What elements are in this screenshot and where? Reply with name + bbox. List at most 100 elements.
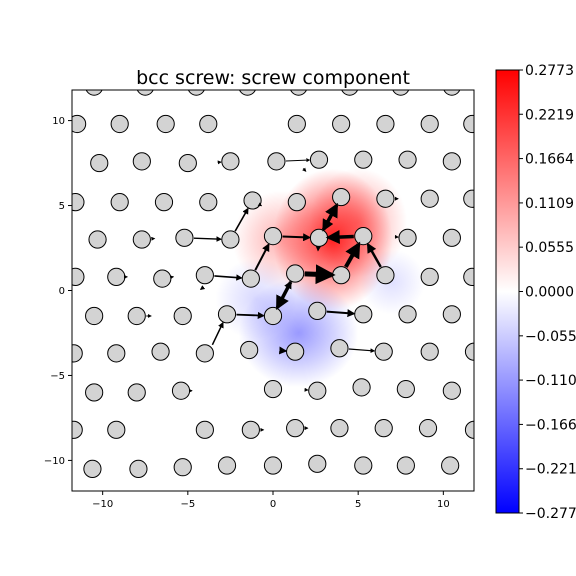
- atom-marker: [441, 456, 460, 475]
- displacement-arrow: [276, 280, 292, 309]
- atom-marker: [267, 152, 286, 171]
- displacement-arrow: [254, 243, 270, 271]
- atom-marker: [308, 381, 327, 400]
- atom-marker: [154, 193, 174, 212]
- atom-marker: [418, 419, 438, 438]
- atom-marker: [420, 267, 439, 287]
- atom-marker: [286, 342, 305, 361]
- atom-marker: [240, 340, 259, 360]
- atom-marker: [330, 419, 349, 438]
- atom-marker: [290, 90, 307, 96]
- displacement-arrow: [344, 241, 361, 268]
- colorbar-tick-label: −0.0555: [525, 329, 576, 345]
- atom-marker: [178, 153, 197, 173]
- atom-marker: [396, 379, 415, 399]
- atom-marker: [263, 379, 283, 399]
- atom-marker: [195, 344, 214, 363]
- atom-marker: [72, 114, 87, 134]
- atom-marker: [241, 269, 260, 288]
- displacement-arrow: [211, 321, 224, 346]
- x-tick-label: −5: [180, 499, 195, 510]
- atom-marker: [442, 381, 461, 400]
- atom-marker: [129, 459, 148, 479]
- atom-marker: [352, 378, 371, 397]
- atom-marker: [420, 189, 439, 208]
- colorbar-tick-label: 0.0000: [525, 285, 574, 301]
- displacement-arrow: [234, 207, 249, 232]
- atom-marker: [354, 227, 373, 246]
- atom-marker: [241, 420, 260, 439]
- atom-marker: [420, 342, 439, 361]
- atom-marker: [72, 344, 83, 363]
- x-tick-label: −10: [92, 499, 113, 510]
- atom-marker: [110, 114, 129, 134]
- atom-marker: [156, 114, 175, 134]
- atom-marker: [263, 456, 283, 475]
- displacement-arrow: [236, 311, 265, 320]
- atom-marker: [153, 269, 172, 288]
- atom-marker: [287, 114, 306, 134]
- atom-marker: [376, 189, 395, 208]
- y-tick-label: 0: [59, 286, 65, 297]
- atom-marker: [463, 267, 474, 287]
- atom-marker: [332, 187, 351, 207]
- atom-marker: [175, 228, 194, 247]
- atom-marker: [354, 305, 373, 324]
- atom-marker: [420, 114, 439, 134]
- atom-marker: [287, 193, 306, 212]
- displacement-arrow: [304, 264, 336, 285]
- atom-marker: [309, 228, 329, 247]
- atom-marker: [221, 230, 240, 249]
- atom-marker: [221, 152, 240, 171]
- colorbar-tick-label: 0.1664: [525, 152, 574, 168]
- atom-marker: [442, 152, 461, 171]
- colorbar-tick-label: 0.0555: [525, 240, 574, 256]
- atom-marker: [199, 114, 218, 134]
- displacement-arrow: [193, 236, 223, 242]
- atom-marker: [392, 90, 410, 96]
- x-axis: −10 −5 0 5 10: [92, 491, 450, 510]
- atom-marker: [72, 193, 85, 212]
- atom-marker: [239, 90, 256, 96]
- atom-marker: [72, 420, 83, 439]
- atom-marker: [132, 230, 151, 249]
- y-tick-label: −10: [44, 456, 65, 467]
- displacement-arrow: [325, 230, 354, 245]
- atom-marker: [442, 305, 461, 324]
- atom-marker: [376, 114, 395, 134]
- atom-marker: [374, 419, 393, 438]
- atom-marker: [195, 266, 214, 285]
- colorbar-tick-label: −0.2773: [525, 506, 576, 522]
- atom-marker: [107, 420, 126, 439]
- atom-marker: [308, 301, 327, 320]
- atom-marker: [263, 227, 283, 246]
- displacement-arrow: [366, 242, 382, 268]
- atom-marker: [330, 339, 349, 358]
- atom-marker: [398, 305, 417, 324]
- x-tick-label: 5: [355, 499, 361, 510]
- atom-marker: [85, 90, 103, 96]
- atom-marker: [72, 267, 85, 287]
- displacement-arrow: [282, 233, 312, 242]
- atom-marker: [332, 266, 351, 285]
- atom-marker: [199, 193, 218, 212]
- atom-marker: [136, 90, 154, 96]
- displacement-arrow: [348, 348, 376, 354]
- colorbar-tick-label: 0.2773: [525, 63, 574, 79]
- atom-marker: [398, 228, 417, 247]
- atom-marker: [286, 419, 305, 438]
- atom-marker: [286, 264, 305, 283]
- atom-marker: [332, 114, 351, 134]
- atom-marker: [151, 342, 170, 361]
- displacement-arrow: [214, 274, 243, 281]
- atom-marker: [463, 189, 474, 208]
- atom-marker: [217, 456, 237, 475]
- atom-marker: [127, 383, 146, 402]
- chart-title: bcc screw: screw component: [136, 67, 410, 89]
- displacement-arrow: [326, 309, 356, 318]
- field-blob: [359, 249, 425, 315]
- y-tick-label: −5: [50, 371, 65, 382]
- colorbar-tick-label: 0.1109: [525, 196, 574, 212]
- atom-marker: [127, 306, 146, 326]
